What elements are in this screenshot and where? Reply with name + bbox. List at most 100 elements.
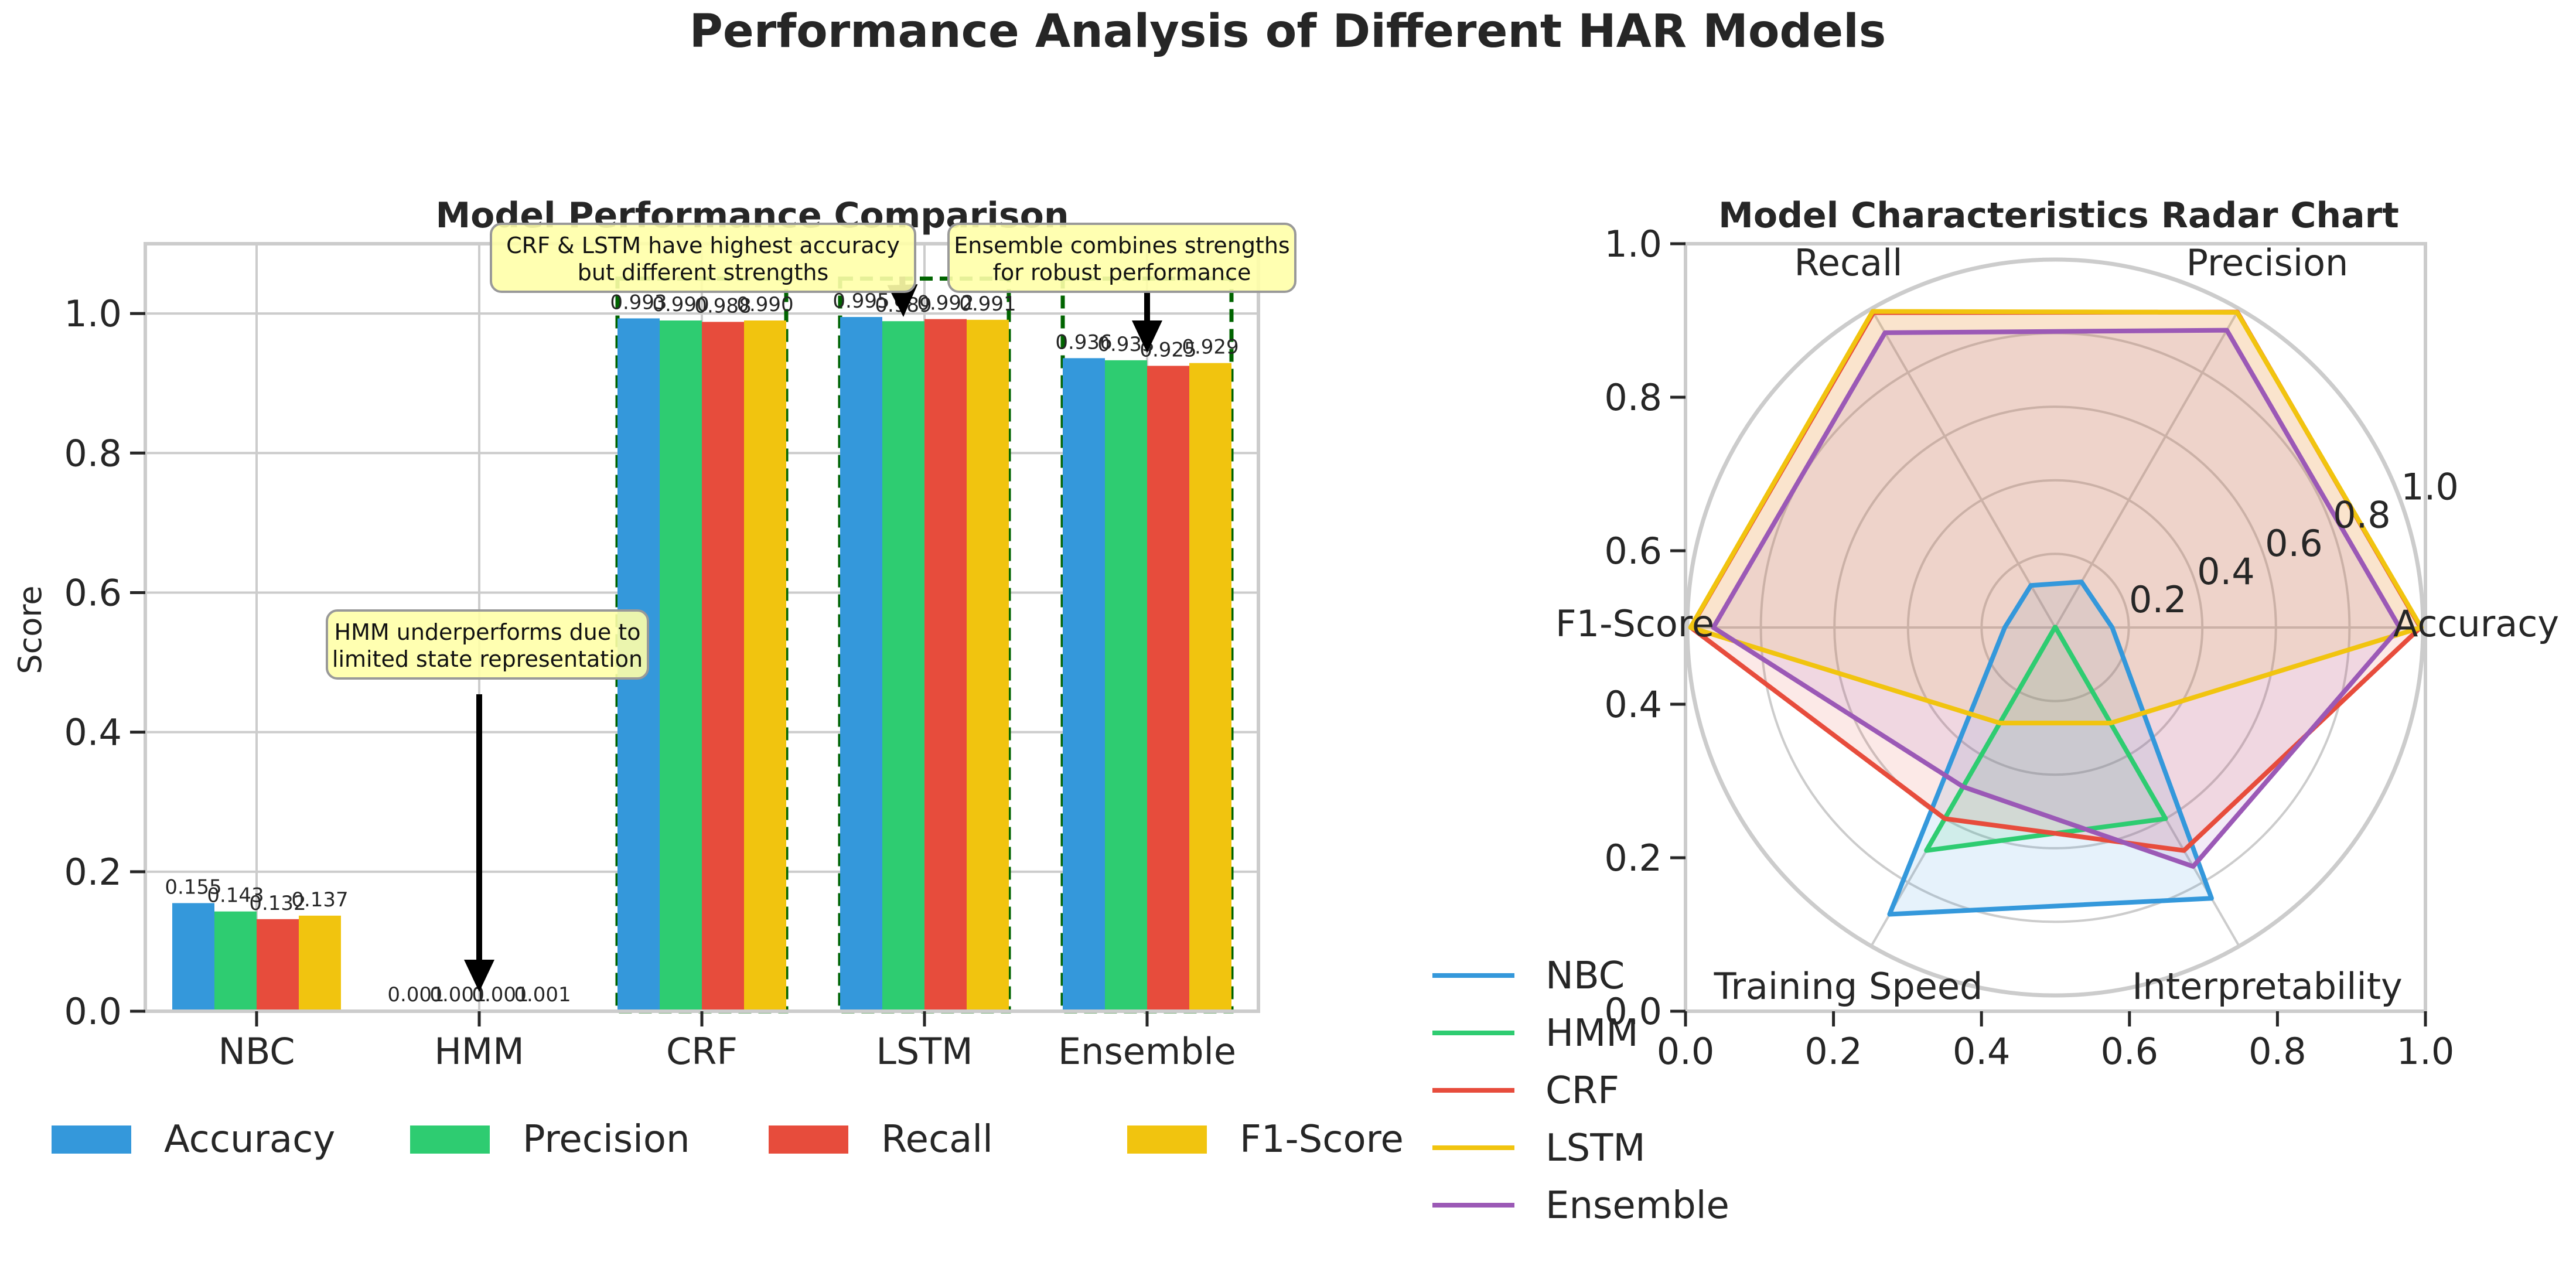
radar-line-ensemble	[1711, 328, 2402, 869]
bar-crf-f1-score	[744, 320, 786, 1011]
bar-chart: 0.155 0.001 0.993 0.995 0.936 0.143 0.001 0.990…	[12, 195, 1404, 1161]
bar-nbc-f1-score	[299, 915, 341, 1011]
bar-value-label: 0.929	[1182, 336, 1238, 359]
legend-swatch-f1-score	[1127, 1125, 1207, 1154]
radar-area-crf	[1691, 312, 2421, 851]
bar-value-label: 0.137	[291, 888, 348, 912]
bar-value-label: 0.991	[959, 292, 1016, 316]
bar-value-label: 0.001	[514, 983, 571, 1007]
annotation-crf-lstm-text: CRF & LSTM have highest accuracy	[506, 233, 900, 258]
bar-ensemble-precision	[1105, 360, 1147, 1011]
radar-legend-label-ensemble: Ensemble	[1545, 1184, 1729, 1227]
radar-chart-title: Model Characteristics Radar Chart	[1718, 195, 2399, 236]
radar-legend-label-hmm: HMM	[1545, 1012, 1639, 1055]
radar-frame-ytick-label: 0.4	[1604, 683, 1662, 726]
bar-value-label: 0.132	[249, 892, 306, 915]
bar-ytick-label: 0.2	[64, 851, 122, 893]
bar-ytick-label: 0.0	[64, 990, 122, 1033]
bar-ensemble-recall	[1147, 366, 1189, 1011]
annotation-crf-lstm-text: but different strengths	[578, 260, 829, 285]
radar-frame-xtick-label: 0.8	[2249, 1030, 2307, 1073]
radar-legend-label-lstm: LSTM	[1545, 1127, 1646, 1170]
radar-legend-label-nbc: NBC	[1545, 954, 1625, 998]
radar-line-lstm	[1688, 309, 2424, 726]
bar-ytick-label: 0.6	[64, 571, 122, 614]
radar-frame-ytick-label: 0.8	[1604, 376, 1662, 419]
radar-rtick-label: 0.6	[2265, 522, 2323, 565]
bar-crf-recall	[702, 322, 744, 1011]
bar-xtick-label: Ensemble	[1058, 1030, 1236, 1073]
radar-frame-xtick-label: 0.0	[1657, 1030, 1715, 1073]
bar-value-label: 0.155	[165, 875, 221, 899]
radar-area-ensemble	[1713, 330, 2400, 867]
bar-lstm-f1-score	[967, 319, 1009, 1011]
annotation-hmm-text: limited state representation	[332, 646, 643, 672]
bar-nbc-recall	[257, 919, 299, 1011]
radar-frame-ytick-label: 0.6	[1604, 530, 1662, 572]
annotation-ensemble-text: Ensemble combines strengths	[954, 233, 1289, 258]
annotation-hmm-box	[326, 609, 649, 680]
radar-rtick-label: 0.8	[2333, 494, 2391, 537]
radar-rtick-label: 1.0	[2401, 466, 2459, 509]
bar-xtick-label: LSTM	[876, 1030, 973, 1073]
legend-label-recall: Recall	[881, 1118, 993, 1161]
radar-area-lstm	[1690, 311, 2421, 724]
legend-swatch-accuracy	[52, 1125, 131, 1154]
bar-value-label: 0.988	[694, 294, 751, 318]
annotation-arrow-ensemble-head	[1132, 320, 1162, 353]
radar-frame-ytick-label: 1.0	[1604, 223, 1662, 265]
bar-chart-legend: Accuracy Precision Recall F1-Score	[52, 1118, 1404, 1161]
radar-labels: 0.20.40.60.81.0AccuracyPrecisionRecallF1…	[1555, 241, 2559, 1008]
radar-line-hmm	[1924, 625, 2168, 853]
radar-rtick-label: 0.4	[2197, 550, 2255, 593]
annotation-arrow-hmm-head	[464, 960, 494, 992]
radar-axis-label-accuracy: Accuracy	[2393, 602, 2559, 645]
radar-rtick-label: 0.2	[2129, 578, 2187, 621]
bar-lstm-recall	[924, 319, 967, 1011]
legend-label-precision: Precision	[523, 1118, 690, 1161]
annotation-ensemble-text: for robust performance	[993, 260, 1251, 285]
bar-value-label: 0.990	[652, 293, 709, 316]
radar-axis-label-interpretability: Interpretability	[2132, 965, 2403, 1008]
bar-chart-bars	[172, 317, 1231, 1012]
bar-value-label: 0.936	[1055, 330, 1112, 354]
radar-frame-xtick-label: 1.0	[2397, 1030, 2455, 1073]
radar-axis-label-training-speed: Training Speed	[1714, 965, 1983, 1008]
legend-swatch-precision	[410, 1125, 490, 1154]
bar-value-label: 0.995	[832, 289, 889, 313]
bar-xtick-label: CRF	[666, 1030, 738, 1073]
legend-swatch-recall	[769, 1125, 848, 1154]
radar-chart: 0.0 0.2 0.4 0.6 0.8 1.00.00.20.40.60.81.0 0.2…	[1432, 195, 2559, 1227]
bar-ytick-label: 0.8	[64, 432, 122, 475]
bar-ensemble-accuracy	[1063, 358, 1105, 1011]
radar-frame-xtick-label: 0.4	[1953, 1030, 2011, 1073]
bar-ytick-label: 1.0	[64, 292, 122, 335]
radar-frame-xtick-label: 0.2	[1804, 1030, 1862, 1073]
bar-value-label: 0.990	[736, 293, 793, 316]
bar-chart-y-axis-label: Score	[12, 585, 49, 674]
bar-ensemble-f1-score	[1189, 363, 1231, 1011]
radar-axis-label-precision: Precision	[2186, 241, 2349, 284]
radar-legend-label-crf: CRF	[1545, 1069, 1619, 1113]
bar-value-label: 0.992	[917, 292, 974, 315]
bar-xtick-label: NBC	[218, 1030, 295, 1073]
annotation-crf-lstm-box	[490, 223, 916, 293]
legend-label-accuracy: Accuracy	[164, 1118, 335, 1161]
radar-series	[1688, 309, 2424, 917]
bar-lstm-precision	[882, 321, 924, 1011]
annotation-ensemble-box	[947, 223, 1296, 293]
bar-value-label: 0.993	[610, 291, 667, 314]
radar-axis-label-recall: Recall	[1794, 241, 1903, 284]
bar-crf-precision	[660, 320, 702, 1011]
legend-label-f1-score: F1-Score	[1240, 1118, 1404, 1161]
radar-area-nbc	[1889, 582, 2212, 915]
radar-axis-label-f1-score: F1-Score	[1555, 602, 1714, 645]
bar-ytick-label: 0.4	[64, 711, 122, 754]
radar-chart-legend: NBC HMM CRF LSTM Ensemble	[1432, 954, 1729, 1227]
figure-title: Performance Analysis of Different HAR Mo…	[690, 5, 1886, 58]
bar-value-label: 0.143	[207, 884, 264, 908]
radar-spoke	[1870, 308, 2056, 629]
bar-nbc-precision	[214, 911, 257, 1011]
